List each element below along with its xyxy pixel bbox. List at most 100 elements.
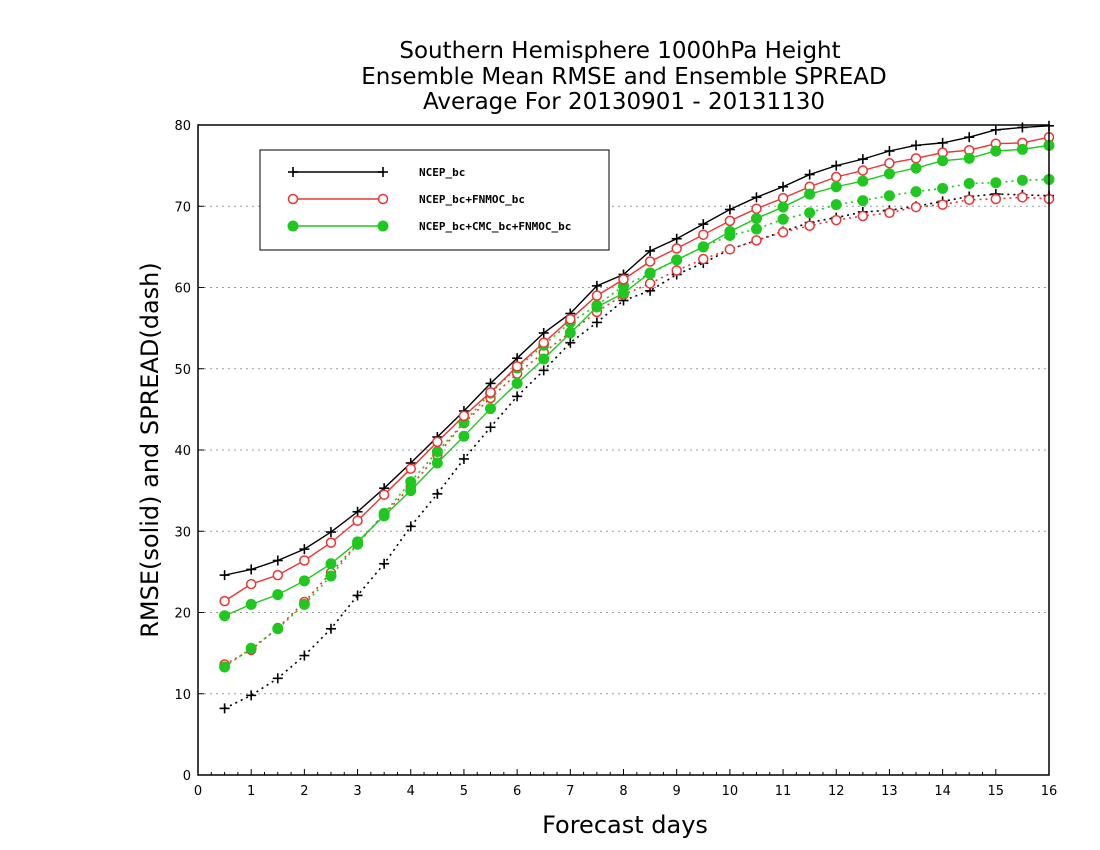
data-point	[511, 361, 523, 372]
x-tick-label: 15	[988, 784, 1005, 799]
data-point	[937, 137, 948, 148]
data-point	[378, 489, 390, 500]
y-tick-label: 30	[174, 525, 191, 540]
data-point	[538, 328, 549, 338]
y-axis: 0 10 20 30 40 50 60 70 80	[174, 119, 204, 784]
data-point	[352, 536, 364, 548]
data-point	[405, 485, 417, 497]
data-point	[1017, 122, 1028, 133]
data-point	[431, 446, 443, 458]
data-point	[1016, 143, 1028, 155]
data-point	[564, 327, 576, 339]
y-tick-label: 50	[174, 363, 191, 378]
data-point	[591, 290, 603, 301]
data-point	[804, 188, 816, 200]
data-point	[990, 145, 1002, 157]
data-point	[804, 207, 816, 219]
data-point	[830, 181, 842, 193]
legend-box	[259, 149, 610, 251]
data-point	[857, 175, 869, 187]
data-point	[698, 229, 709, 240]
data-point	[644, 256, 656, 267]
data-point	[804, 169, 815, 180]
data-point	[937, 199, 948, 210]
data-point	[432, 488, 443, 499]
data-point	[325, 570, 337, 582]
legend-marker	[288, 167, 298, 177]
series-rmse-0	[219, 120, 1054, 581]
data-point	[831, 160, 842, 171]
data-point	[245, 642, 257, 654]
data-point	[485, 387, 496, 398]
data-point	[750, 223, 762, 235]
y-tick-label: 0	[183, 769, 191, 784]
data-point	[299, 544, 310, 555]
data-point	[724, 204, 735, 215]
data-point	[219, 703, 230, 714]
data-point	[910, 186, 922, 198]
data-point	[458, 410, 470, 422]
series-layer	[219, 120, 1055, 714]
data-point	[485, 422, 496, 433]
data-point	[751, 192, 762, 203]
data-point	[591, 280, 602, 291]
data-point	[245, 578, 257, 590]
data-point	[219, 610, 231, 622]
data-point	[219, 570, 230, 581]
data-point	[219, 595, 230, 607]
series-line	[224, 178, 1050, 668]
data-point	[246, 690, 257, 701]
y-tick-label: 10	[174, 688, 191, 703]
data-point	[512, 391, 523, 402]
data-point	[671, 233, 682, 244]
data-point	[937, 155, 949, 167]
data-point	[751, 203, 762, 214]
data-point	[857, 195, 869, 207]
series-line	[224, 125, 1050, 576]
data-point	[751, 235, 762, 246]
data-point	[990, 193, 1002, 205]
y-tick-label: 60	[174, 282, 191, 297]
legend: NCEP_bc NCEP_bc+FNMOC_bc NCEP_bc+CMC_bc+FN…	[259, 149, 610, 251]
data-point	[245, 598, 257, 610]
data-point	[990, 124, 1001, 135]
data-point	[830, 199, 842, 211]
data-point	[963, 194, 975, 205]
data-point	[671, 265, 682, 276]
data-point	[777, 192, 789, 204]
data-point	[352, 590, 363, 601]
data-point	[724, 225, 736, 237]
x-tick-label: 14	[934, 784, 951, 799]
x-tick-label: 12	[828, 784, 845, 799]
data-point	[857, 154, 868, 165]
chart-title-line-2: Ensemble Mean RMSE and Ensemble SPREAD	[361, 64, 886, 90]
data-point	[325, 527, 336, 538]
x-tick-label: 9	[673, 784, 681, 799]
data-point	[698, 219, 709, 230]
data-point	[538, 337, 549, 348]
y-tick-label: 80	[174, 119, 191, 134]
data-point	[352, 515, 363, 526]
data-point	[511, 377, 523, 389]
data-point	[378, 510, 390, 522]
y-tick-label: 40	[174, 444, 191, 459]
data-point	[724, 215, 736, 227]
data-point	[485, 378, 496, 389]
data-point	[298, 575, 310, 587]
data-point	[618, 287, 629, 299]
legend-marker	[287, 220, 299, 232]
data-point	[777, 213, 789, 225]
legend-label: NCEP_bc+FNMOC_bc	[419, 193, 525, 206]
data-point	[485, 403, 497, 415]
data-point	[352, 506, 363, 517]
chart-title: Southern Hemisphere 1000hPa Height Ensem…	[361, 38, 886, 115]
x-tick-label: 7	[566, 784, 574, 799]
data-point	[644, 278, 656, 289]
legend-marker	[287, 193, 299, 205]
data-point	[963, 152, 975, 164]
x-tick-label: 6	[513, 784, 521, 799]
x-tick-label: 10	[722, 784, 739, 799]
data-point	[724, 244, 736, 255]
data-point	[219, 661, 231, 673]
y-tick-label: 20	[174, 607, 191, 622]
